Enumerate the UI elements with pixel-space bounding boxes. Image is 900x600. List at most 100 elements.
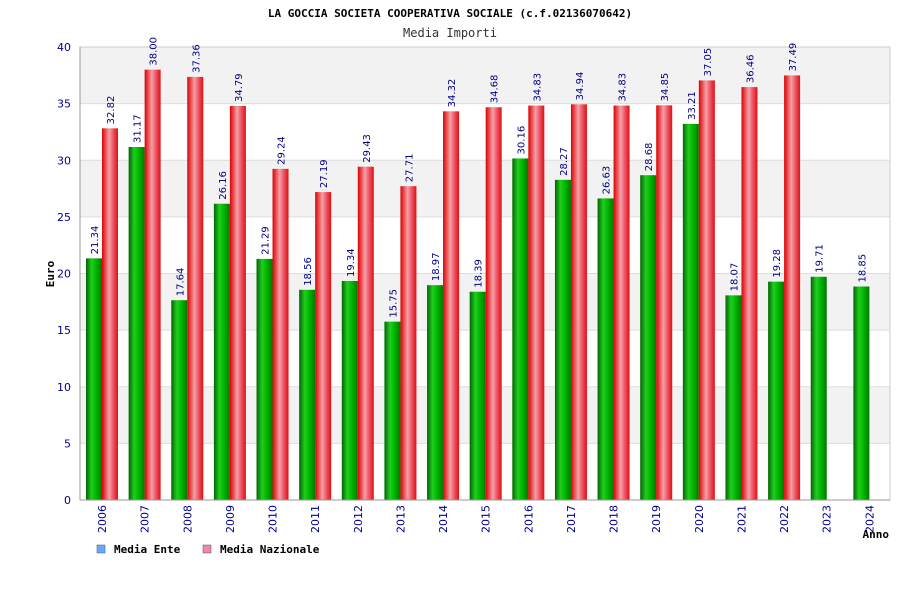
x-tick-label: 2013 <box>394 505 407 533</box>
bar-media-ente-2022 <box>768 281 785 500</box>
y-tick-label: 30 <box>57 154 71 167</box>
bars <box>86 69 870 501</box>
bar-media-ente-2013 <box>384 321 401 500</box>
x-tick-label: 2010 <box>267 505 280 533</box>
x-tick-label: 2020 <box>693 505 706 533</box>
bar-media-ente-2020 <box>682 123 699 500</box>
bar-media-ente-2010 <box>256 258 273 500</box>
x-tick-label: 2007 <box>139 505 152 533</box>
x-tick-label: 2022 <box>778 505 791 533</box>
data-label: 36.46 <box>745 54 756 83</box>
bar-media-nazionale-2019 <box>656 105 673 500</box>
bar-media-nazionale-2006 <box>102 128 118 500</box>
x-tick-label: 2006 <box>96 505 109 533</box>
data-label: 27.19 <box>319 159 330 188</box>
data-label: 26.63 <box>602 166 613 195</box>
bar-media-ente-2023 <box>810 276 827 500</box>
bar-media-nazionale-2009 <box>229 106 246 501</box>
x-tick-label: 2012 <box>352 505 365 533</box>
y-tick-label: 40 <box>57 41 71 54</box>
x-tick-label: 2019 <box>650 505 663 533</box>
bar-media-nazionale-2022 <box>784 75 801 500</box>
data-label: 34.85 <box>660 73 671 102</box>
bar-media-nazionale-2014 <box>443 111 460 501</box>
x-tick-label: 2018 <box>608 505 621 533</box>
legend-swatch-media-nazionale <box>202 544 212 554</box>
data-label: 37.36 <box>191 44 202 73</box>
bar-media-ente-2006 <box>86 258 102 500</box>
data-labels: 21.34 32.82 31.17 38.00 17.64 37.36 26.16 34.79… <box>90 37 868 318</box>
bar-media-nazionale-2008 <box>187 76 204 500</box>
data-label: 34.32 <box>447 79 458 108</box>
x-tick-label: 2015 <box>480 505 493 533</box>
x-tick-label: 2014 <box>437 505 450 533</box>
data-label: 38.00 <box>149 37 160 66</box>
x-axis: 2006 2007 2008 2009 2010 2011 2012 2013 2014 2015… <box>80 499 890 533</box>
data-label: 34.94 <box>575 72 586 101</box>
bar-media-ente-2024 <box>853 286 870 500</box>
bar-media-nazionale-2007 <box>144 69 161 501</box>
data-label: 37.05 <box>703 48 714 77</box>
data-label: 19.28 <box>772 249 783 278</box>
data-label: 34.83 <box>618 73 629 102</box>
data-label: 34.68 <box>490 75 501 104</box>
data-label: 18.85 <box>857 254 868 283</box>
bar-media-ente-2018 <box>597 198 614 500</box>
x-tick-label: 2024 <box>863 505 876 533</box>
data-label: 29.24 <box>277 136 288 165</box>
data-label: 15.75 <box>388 289 399 318</box>
y-tick-label: 25 <box>57 211 71 224</box>
chart-title: LA GOCCIA SOCIETA COOPERATIVA SOCIALE (c… <box>268 7 632 20</box>
y-tick-label: 0 <box>64 494 71 507</box>
bar-media-nazionale-2015 <box>485 107 502 501</box>
data-label: 19.71 <box>815 244 826 273</box>
bar-media-ente-2019 <box>640 175 657 500</box>
data-label: 29.43 <box>362 134 373 163</box>
data-label: 33.21 <box>687 91 698 120</box>
x-tick-label: 2011 <box>309 505 322 533</box>
data-label: 27.71 <box>404 154 415 183</box>
bar-media-nazionale-2021 <box>741 87 758 500</box>
data-label: 28.27 <box>559 147 570 176</box>
data-label: 32.82 <box>106 96 117 125</box>
bar-media-nazionale-2012 <box>357 166 374 500</box>
y-tick-label: 15 <box>57 324 71 337</box>
bar-media-ente-2015 <box>469 291 486 500</box>
data-label: 21.34 <box>90 226 101 255</box>
bar-media-ente-2007 <box>128 146 145 500</box>
data-label: 26.16 <box>218 171 229 200</box>
data-label: 30.16 <box>516 126 527 155</box>
data-label: 34.79 <box>234 73 245 102</box>
bar-media-nazionale-2018 <box>613 105 630 501</box>
y-tick-label: 20 <box>57 268 71 281</box>
bar-media-ente-2016 <box>512 158 529 501</box>
data-label: 37.49 <box>788 43 799 72</box>
data-label: 21.29 <box>261 226 272 255</box>
legend-label-media-ente: Media Ente <box>114 543 181 556</box>
legend: Media Ente Media Nazionale <box>96 543 320 556</box>
bar-media-nazionale-2013 <box>400 186 417 500</box>
x-axis-label: Anno <box>863 528 890 541</box>
bar-media-ente-2011 <box>299 289 316 500</box>
x-tick-label: 2017 <box>565 505 578 533</box>
data-label: 18.07 <box>729 263 740 292</box>
y-tick-label: 35 <box>57 98 71 111</box>
y-axis: 0 5 10 15 20 25 30 35 40 <box>57 41 81 507</box>
bar-media-ente-2017 <box>554 179 571 500</box>
bar-media-nazionale-2011 <box>315 192 332 501</box>
x-tick-label: 2016 <box>522 505 535 533</box>
bar-media-ente-2009 <box>213 203 230 500</box>
data-label: 28.68 <box>644 143 655 172</box>
bar-media-ente-2012 <box>341 280 358 500</box>
x-tick-label: 2021 <box>735 505 748 533</box>
bar-media-nazionale-2016 <box>528 105 545 501</box>
data-label: 18.56 <box>303 257 314 286</box>
data-label: 17.64 <box>175 268 186 297</box>
bar-media-nazionale-2017 <box>570 104 587 500</box>
data-label: 18.39 <box>474 259 485 288</box>
bar-media-ente-2014 <box>427 285 444 500</box>
data-label: 18.97 <box>431 253 442 282</box>
y-tick-label: 10 <box>57 381 71 394</box>
x-tick-label: 2023 <box>821 505 834 533</box>
